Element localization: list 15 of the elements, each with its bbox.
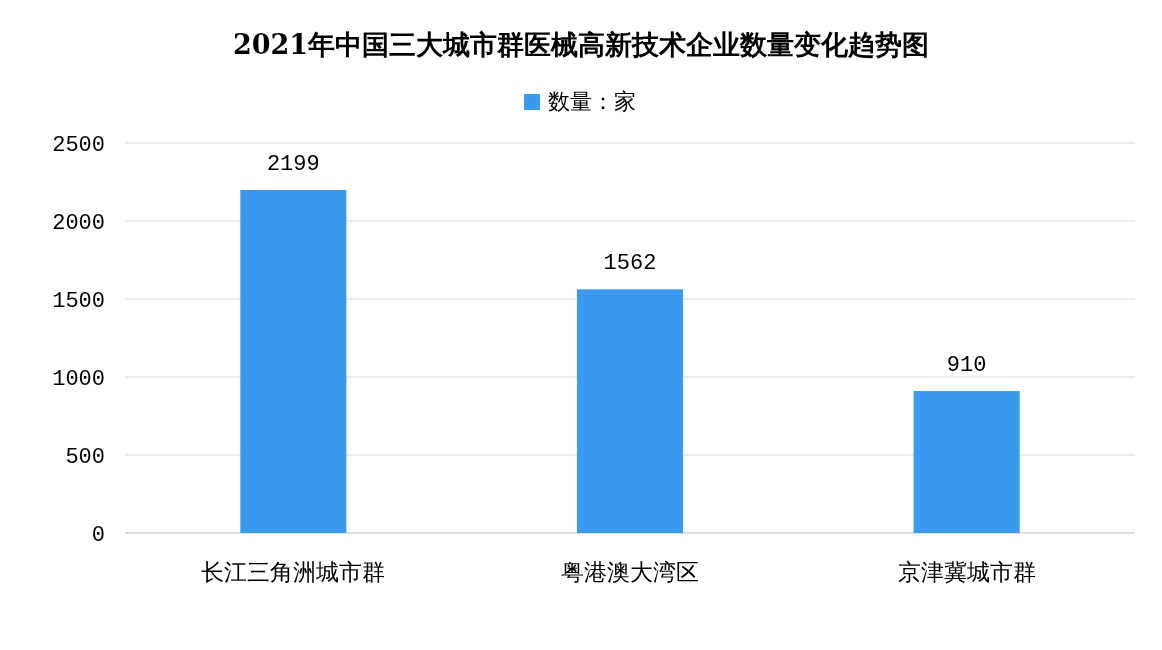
data-label: 2199 — [266, 151, 320, 177]
legend-label: 数量：家 — [548, 89, 636, 114]
x-tick-label: 京津冀城市群 — [897, 559, 1036, 585]
x-tick-label: 长江三角洲城市群 — [201, 559, 386, 585]
data-label: 1562 — [603, 251, 657, 277]
y-tick-label: 1500 — [52, 289, 105, 314]
data-label: 910 — [946, 353, 987, 379]
legend: 数量：家 — [524, 89, 636, 114]
x-tick-label: 粤港澳大湾区 — [561, 559, 699, 585]
y-tick-label: 0 — [91, 523, 105, 548]
y-tick-label: 1000 — [52, 367, 105, 392]
y-tick-label: 500 — [65, 445, 105, 470]
y-tick-label: 2000 — [52, 211, 105, 236]
y-tick-label: 2500 — [52, 133, 105, 158]
title: 2021年中国三大城市群医械高新技术企业数量变化趋势图 — [232, 29, 930, 60]
